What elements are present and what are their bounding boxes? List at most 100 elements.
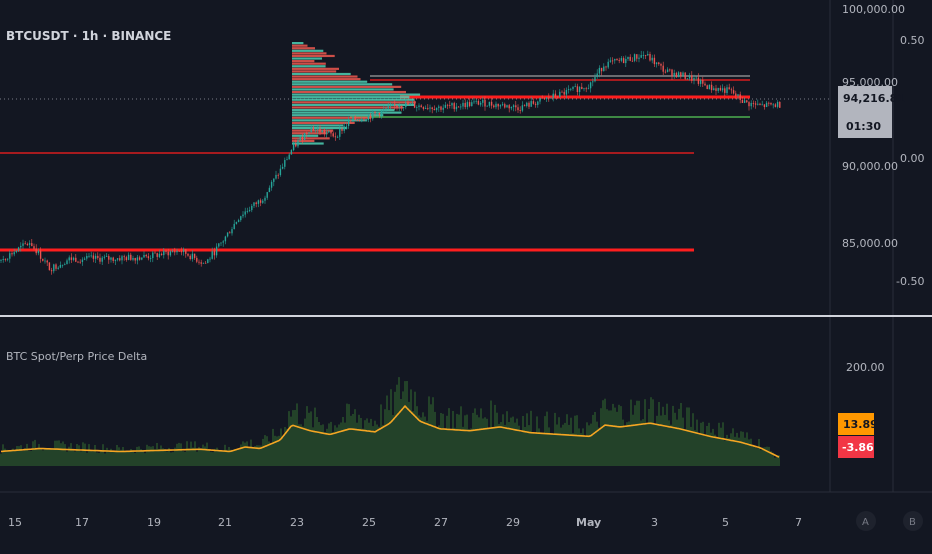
candle-body (607, 61, 609, 68)
histogram-bar (484, 417, 486, 466)
histogram-bar (678, 408, 680, 466)
histogram-bar (664, 414, 666, 466)
histogram-bar (760, 450, 762, 466)
histogram-bar (470, 428, 472, 466)
candle-body (603, 66, 605, 72)
histogram-bar (768, 446, 770, 466)
histogram-bar (540, 432, 542, 466)
histogram-bar (190, 441, 192, 466)
histogram-bar (614, 407, 616, 466)
histogram-bar (632, 414, 634, 466)
histogram-bar (404, 381, 406, 466)
histogram-bar (128, 450, 130, 466)
histogram-bar (602, 400, 604, 466)
histogram-bar (244, 442, 246, 466)
profile-row (292, 49, 324, 52)
candle-body (702, 79, 704, 84)
secondary-scale-button[interactable] (903, 511, 923, 531)
histogram-bar (706, 426, 708, 466)
histogram-bar (362, 428, 364, 466)
profile-row (292, 83, 393, 86)
histogram-bar (550, 434, 552, 466)
candle-body (110, 257, 112, 260)
candle-body (196, 257, 198, 262)
histogram-bar (102, 444, 104, 466)
histogram-bar (224, 444, 226, 466)
indicator-tag-red-value: -3.86 (842, 441, 874, 454)
histogram-bar (468, 429, 470, 466)
candle-body (308, 132, 310, 134)
candle-body (182, 249, 185, 252)
candle-body (132, 258, 134, 260)
candle-body (556, 96, 559, 98)
histogram-bar (722, 422, 724, 466)
bar-countdown: 01:30 (846, 120, 881, 133)
volume-profile (292, 42, 421, 145)
candle-body (28, 243, 31, 245)
histogram-bar (48, 449, 50, 466)
profile-row (292, 119, 368, 122)
histogram-bar (42, 450, 44, 466)
histogram-bar (106, 447, 108, 466)
candle-body (46, 260, 48, 263)
histogram-bar (702, 421, 704, 466)
histogram-bar (670, 424, 672, 466)
profile-row (292, 108, 395, 112)
histogram-bar (428, 396, 430, 466)
candle-body (189, 255, 191, 259)
profile-row (292, 96, 410, 99)
candle-body (770, 102, 772, 105)
delta-line (0, 404, 780, 458)
histogram-bar (542, 433, 544, 466)
histogram-bar (408, 401, 410, 466)
candle-body (391, 103, 394, 106)
candle-body (301, 136, 304, 140)
candle-body (581, 86, 583, 89)
histogram-bar (2, 444, 4, 466)
indicator-tag-orange (838, 413, 874, 435)
histogram-bar (178, 442, 180, 466)
candle-body (695, 77, 697, 79)
histogram-bar (298, 424, 300, 466)
histogram-bar (396, 384, 398, 466)
histogram-bar (738, 437, 740, 466)
histogram-bar (344, 422, 346, 466)
histogram-bar (368, 422, 370, 466)
candle-body (638, 57, 640, 59)
histogram-bar (572, 433, 574, 466)
histogram-bar (288, 411, 290, 466)
candle-body (15, 250, 18, 253)
candle-body (251, 205, 253, 211)
time-label-23: 23 (290, 516, 304, 529)
auto-scale-button[interactable] (856, 511, 876, 531)
histogram-bar (204, 446, 206, 466)
candle-body (504, 104, 506, 108)
candle-body (112, 257, 114, 261)
candle-body (618, 60, 620, 61)
histogram-bar (384, 409, 386, 466)
candle-body (169, 251, 172, 256)
candle-body (706, 85, 708, 89)
histogram-bar (442, 413, 444, 466)
histogram-bar (422, 412, 424, 466)
time-axis[interactable]: 15 17 19 21 23 25 27 29 May 3 5 7 (8, 516, 802, 529)
candle-body (394, 103, 396, 106)
candle-body (735, 93, 737, 96)
candle-body (768, 102, 770, 104)
histogram-bar (668, 420, 670, 466)
candle-body (508, 105, 510, 109)
histogram-bar (346, 403, 348, 466)
histogram-bar (476, 414, 478, 466)
histogram-bar (766, 446, 768, 466)
histogram-bar (60, 443, 62, 466)
histogram-bar (366, 418, 368, 466)
histogram-bar (168, 447, 170, 466)
candle-body (334, 136, 337, 138)
candle-body (763, 104, 766, 107)
candle-body (565, 90, 568, 95)
histogram-bar (520, 432, 522, 466)
candle-body (321, 130, 323, 133)
